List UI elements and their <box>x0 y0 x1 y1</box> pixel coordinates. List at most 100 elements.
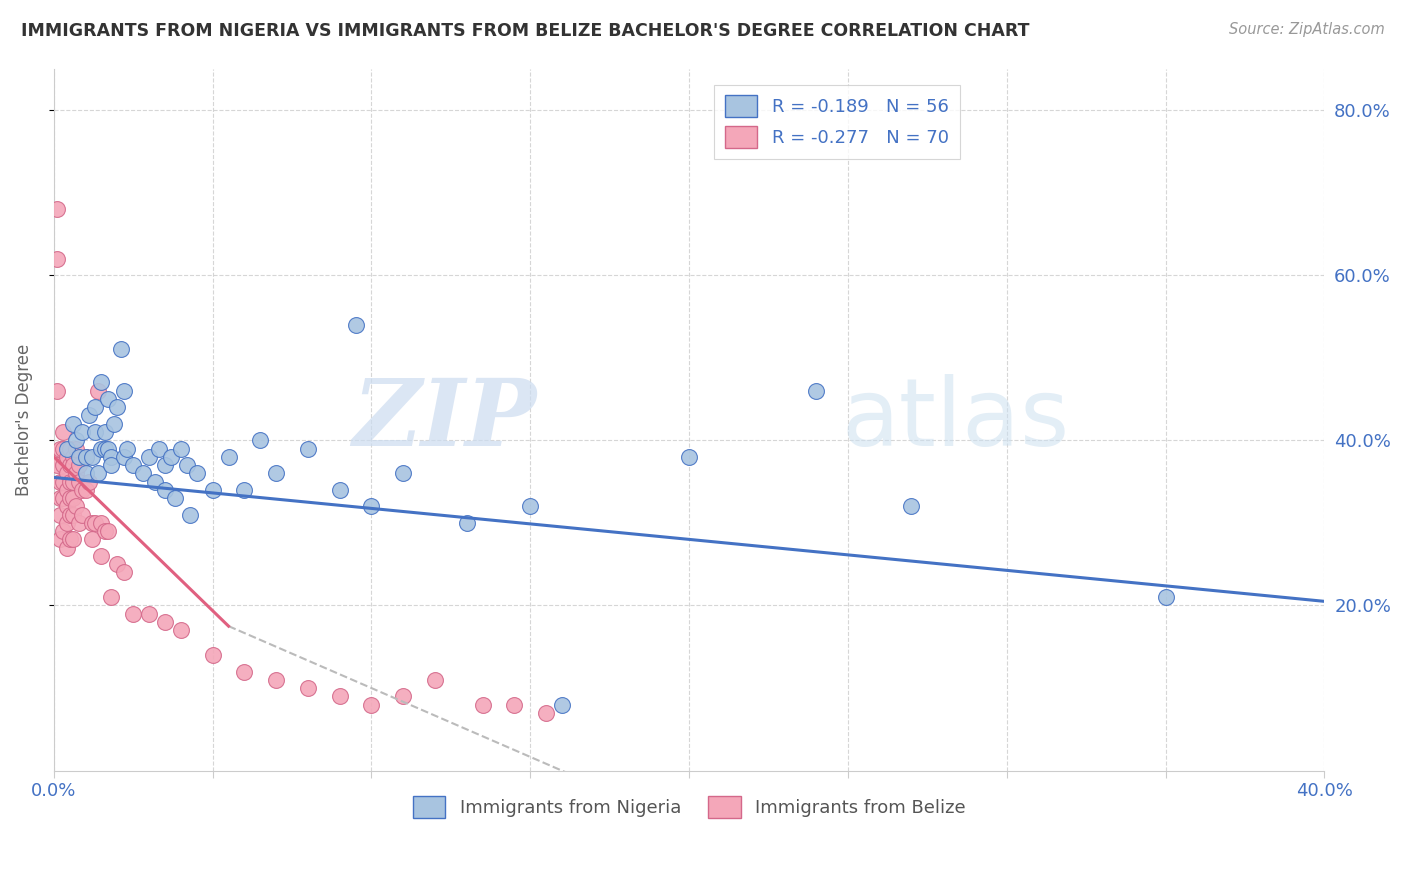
Point <box>67 458 90 472</box>
Point <box>112 450 135 464</box>
Point <box>249 434 271 448</box>
Point <box>84 401 107 415</box>
Point <box>75 483 97 497</box>
Point <box>75 450 97 464</box>
Point <box>62 458 84 472</box>
Text: Source: ZipAtlas.com: Source: ZipAtlas.com <box>1229 22 1385 37</box>
Point <box>87 467 110 481</box>
Point <box>233 483 256 497</box>
Point <box>360 698 382 712</box>
Point <box>186 467 208 481</box>
Point <box>201 483 224 497</box>
Point <box>80 450 103 464</box>
Point <box>55 450 77 464</box>
Point <box>103 417 125 431</box>
Point <box>67 516 90 530</box>
Point <box>93 524 115 538</box>
Point <box>233 665 256 679</box>
Point <box>97 524 120 538</box>
Point <box>138 450 160 464</box>
Point <box>75 467 97 481</box>
Point <box>67 475 90 489</box>
Point <box>80 533 103 547</box>
Point <box>93 442 115 456</box>
Point <box>678 450 700 464</box>
Point <box>163 491 186 505</box>
Point <box>49 475 72 489</box>
Point <box>297 442 319 456</box>
Point <box>170 442 193 456</box>
Point <box>55 483 77 497</box>
Point <box>62 491 84 505</box>
Point <box>519 500 541 514</box>
Point <box>59 508 82 522</box>
Point <box>264 673 287 687</box>
Point <box>46 384 69 398</box>
Point <box>105 557 128 571</box>
Point <box>72 425 94 439</box>
Point <box>65 442 87 456</box>
Point <box>46 458 69 472</box>
Point <box>90 516 112 530</box>
Text: IMMIGRANTS FROM NIGERIA VS IMMIGRANTS FROM BELIZE BACHELOR'S DEGREE CORRELATION : IMMIGRANTS FROM NIGERIA VS IMMIGRANTS FR… <box>21 22 1029 40</box>
Point <box>112 384 135 398</box>
Point <box>59 442 82 456</box>
Point <box>46 202 69 216</box>
Point <box>55 467 77 481</box>
Point <box>65 467 87 481</box>
Point <box>59 491 82 505</box>
Point <box>49 508 72 522</box>
Point <box>176 458 198 472</box>
Text: atlas: atlas <box>842 374 1070 466</box>
Point <box>145 475 167 489</box>
Point <box>112 566 135 580</box>
Point <box>97 392 120 406</box>
Point <box>77 409 100 423</box>
Point <box>153 458 176 472</box>
Point <box>52 524 75 538</box>
Point <box>52 475 75 489</box>
Point <box>179 508 201 522</box>
Point <box>264 467 287 481</box>
Point <box>329 483 352 497</box>
Text: ZIP: ZIP <box>353 375 537 465</box>
Point <box>49 491 72 505</box>
Point <box>153 483 176 497</box>
Point <box>900 500 922 514</box>
Point <box>423 673 446 687</box>
Point <box>100 591 122 605</box>
Point <box>49 442 72 456</box>
Point <box>456 516 478 530</box>
Point <box>100 450 122 464</box>
Point <box>551 698 574 712</box>
Point <box>55 541 77 555</box>
Point <box>84 425 107 439</box>
Point <box>170 624 193 638</box>
Point <box>87 384 110 398</box>
Point <box>72 508 94 522</box>
Point <box>52 442 75 456</box>
Point <box>503 698 526 712</box>
Point <box>392 690 415 704</box>
Point <box>218 450 240 464</box>
Point <box>52 458 75 472</box>
Point <box>122 607 145 621</box>
Point <box>62 508 84 522</box>
Point <box>93 425 115 439</box>
Point <box>132 467 155 481</box>
Point <box>80 516 103 530</box>
Point <box>52 491 75 505</box>
Point <box>59 458 82 472</box>
Point <box>90 549 112 563</box>
Point <box>122 458 145 472</box>
Point <box>471 698 494 712</box>
Point <box>392 467 415 481</box>
Point <box>84 516 107 530</box>
Point <box>59 475 82 489</box>
Point <box>329 690 352 704</box>
Point <box>201 648 224 662</box>
Point <box>1154 591 1177 605</box>
Point <box>62 533 84 547</box>
Point <box>804 384 827 398</box>
Point <box>67 450 90 464</box>
